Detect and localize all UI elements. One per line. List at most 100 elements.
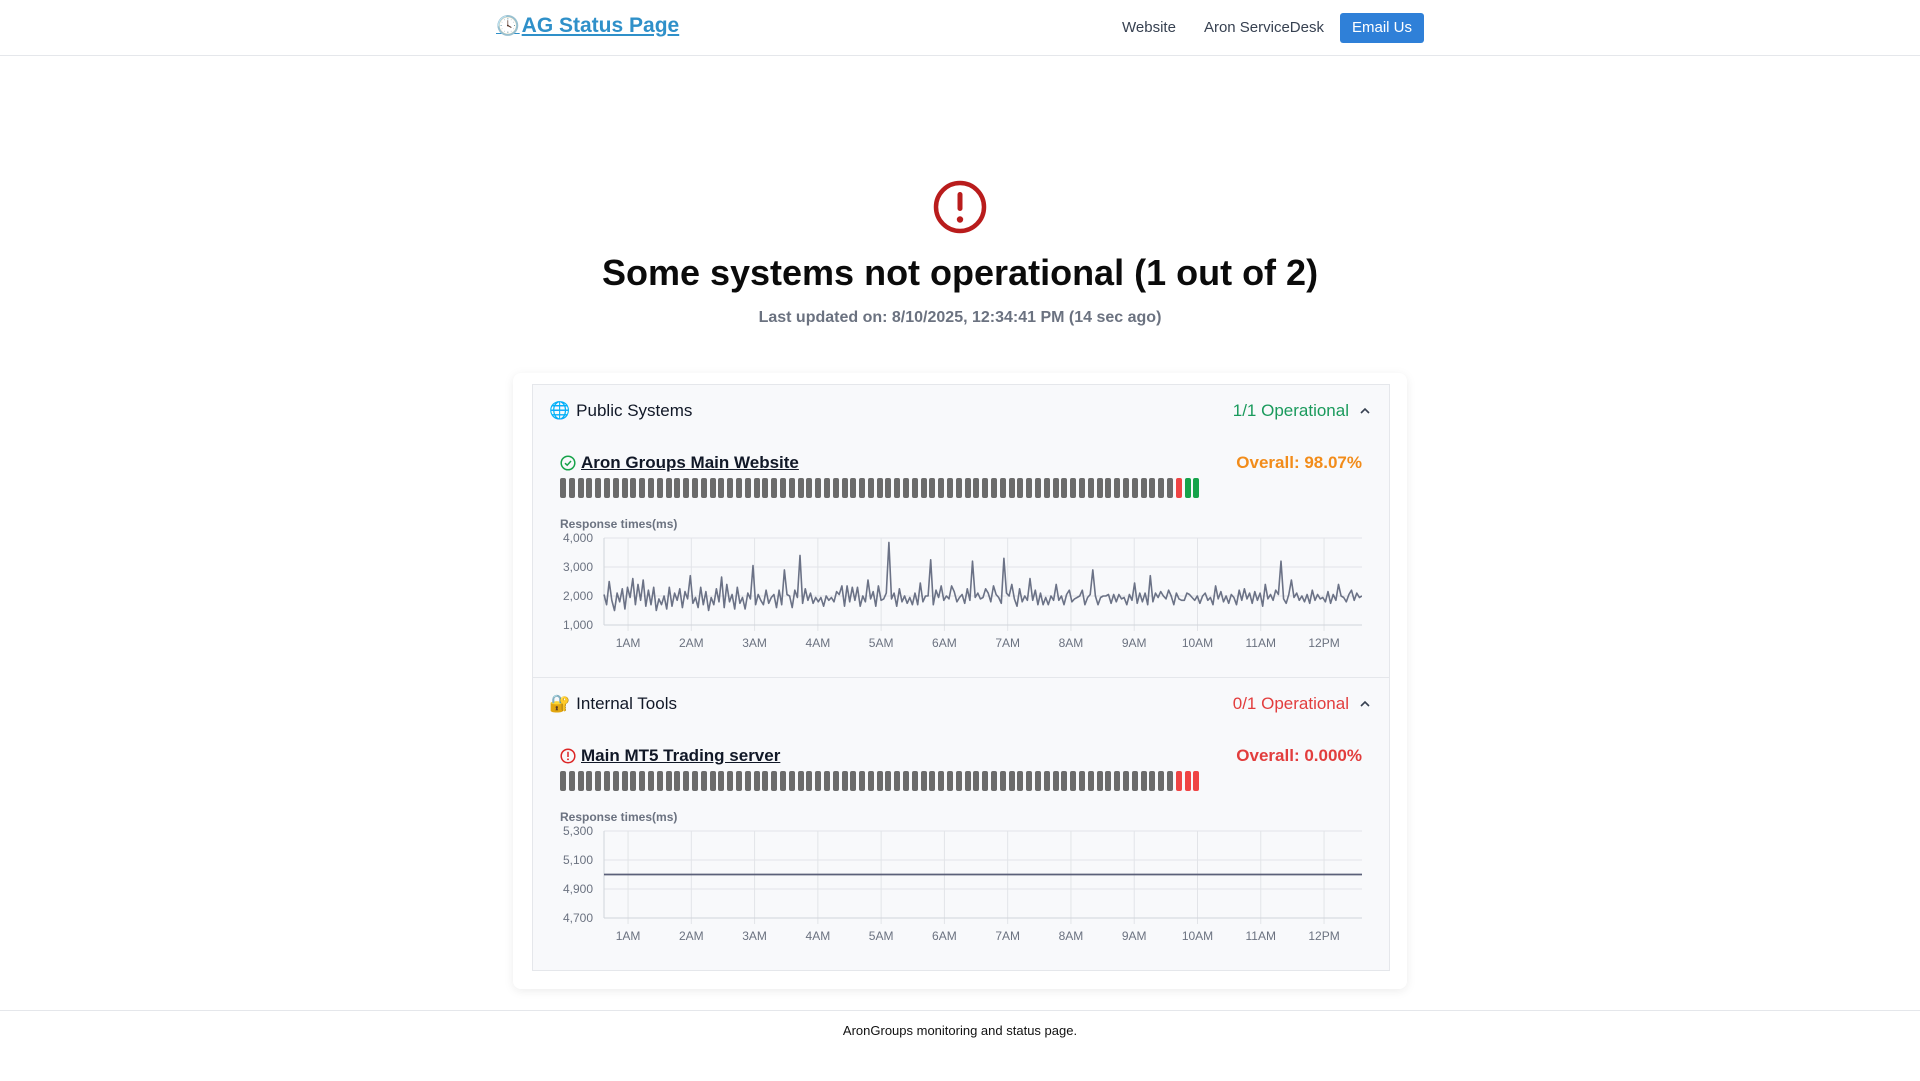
status-bar-unknown[interactable] [841,771,848,791]
status-bar-unknown[interactable] [929,478,936,498]
status-bar-unknown[interactable] [991,771,998,791]
status-bar-unknown[interactable] [920,478,927,498]
status-bar-unknown[interactable] [1140,771,1147,791]
status-bar-unknown[interactable] [885,478,892,498]
status-bar-unknown[interactable] [1114,771,1121,791]
email-us-button[interactable]: Email Us [1339,13,1424,43]
status-bar-unknown[interactable] [1043,478,1050,498]
status-bar-unknown[interactable] [973,771,980,791]
status-bar-unknown[interactable] [1123,771,1129,791]
status-bar-unknown[interactable] [595,478,602,498]
status-bar-unknown[interactable] [1096,771,1103,791]
status-bar-unknown[interactable] [560,771,566,791]
status-bar-unknown[interactable] [859,771,866,791]
status-bar-operational[interactable] [1184,478,1191,498]
status-bar-unknown[interactable] [806,771,813,791]
status-bar-unknown[interactable] [683,771,690,791]
status-bar-unknown[interactable] [577,478,584,498]
brand-link[interactable]: 🕓 AG Status Page [496,14,679,38]
status-bar-unknown[interactable] [762,478,769,498]
status-bar-degraded[interactable] [1193,771,1200,791]
status-bar-unknown[interactable] [903,478,910,498]
status-bar-unknown[interactable] [1070,771,1077,791]
status-bar-unknown[interactable] [841,478,848,498]
status-bar-unknown[interactable] [1017,478,1024,498]
status-bar-unknown[interactable] [744,478,751,498]
status-bar-unknown[interactable] [779,771,786,791]
status-bar-unknown[interactable] [832,478,839,498]
status-bar-unknown[interactable] [639,771,646,791]
service-name-link[interactable]: Aron Groups Main Website [581,453,799,472]
status-bar-unknown[interactable] [788,478,795,498]
status-bar-unknown[interactable] [577,771,584,791]
status-bar-unknown[interactable] [991,478,998,498]
status-bar-unknown[interactable] [920,771,927,791]
status-bar-unknown[interactable] [779,478,786,498]
status-bar-unknown[interactable] [656,771,663,791]
status-bar-unknown[interactable] [911,771,918,791]
status-bar-unknown[interactable] [999,478,1006,498]
status-bar-unknown[interactable] [674,771,681,791]
status-bar-unknown[interactable] [621,771,628,791]
status-bar-unknown[interactable] [788,771,795,791]
status-bar-unknown[interactable] [700,478,707,498]
status-bar-unknown[interactable] [586,478,593,498]
status-bar-unknown[interactable] [1114,478,1121,498]
status-bar-unknown[interactable] [744,771,751,791]
status-bar-unknown[interactable] [709,478,716,498]
status-bar-unknown[interactable] [876,478,883,498]
status-bar-unknown[interactable] [1017,771,1024,791]
status-bar-unknown[interactable] [709,771,716,791]
status-bar-unknown[interactable] [727,478,734,498]
status-bar-unknown[interactable] [1052,771,1059,791]
status-bar-unknown[interactable] [815,478,822,498]
status-bar-unknown[interactable] [947,478,954,498]
group-header[interactable]: 🌐 Public Systems 1/1 Operational [549,401,1371,423]
status-bar-unknown[interactable] [1087,478,1094,498]
status-bar-unknown[interactable] [612,478,619,498]
status-bar-unknown[interactable] [982,478,989,498]
status-bar-unknown[interactable] [656,478,663,498]
status-bar-degraded[interactable] [1184,771,1191,791]
status-bar-unknown[interactable] [982,771,989,791]
status-bar-unknown[interactable] [753,478,760,498]
status-bar-unknown[interactable] [1105,771,1112,791]
status-bar-unknown[interactable] [586,771,593,791]
status-bar-unknown[interactable] [691,771,698,791]
status-bar-unknown[interactable] [1149,771,1156,791]
status-bar-unknown[interactable] [876,771,883,791]
status-bar-unknown[interactable] [1166,478,1173,498]
status-bar-unknown[interactable] [859,478,866,498]
status-bar-unknown[interactable] [894,771,901,791]
status-bar-unknown[interactable] [595,771,602,791]
status-bar-unknown[interactable] [771,771,778,791]
status-bar-unknown[interactable] [973,478,980,498]
status-bar-unknown[interactable] [630,771,637,791]
status-bar-unknown[interactable] [647,478,654,498]
chevron-up-icon[interactable] [1359,698,1371,710]
status-bar-unknown[interactable] [612,771,619,791]
status-bar-unknown[interactable] [621,478,628,498]
status-bar-unknown[interactable] [911,478,918,498]
status-bar-unknown[interactable] [832,771,839,791]
status-bar-unknown[interactable] [955,771,962,791]
status-bar-unknown[interactable] [894,478,901,498]
status-bar-unknown[interactable] [1026,478,1033,498]
status-bar-unknown[interactable] [1140,478,1147,498]
status-bar-unknown[interactable] [568,478,575,498]
status-bar-unknown[interactable] [850,478,857,498]
status-bar-unknown[interactable] [929,771,936,791]
status-bar-unknown[interactable] [964,478,971,498]
status-bar-unknown[interactable] [938,771,945,791]
status-bar-unknown[interactable] [999,771,1006,791]
status-bar-unknown[interactable] [735,478,742,498]
chevron-up-icon[interactable] [1359,405,1371,417]
status-bar-unknown[interactable] [1052,478,1059,498]
status-bar-unknown[interactable] [850,771,857,791]
status-bar-unknown[interactable] [665,771,672,791]
status-bar-unknown[interactable] [947,771,954,791]
status-bar-unknown[interactable] [867,478,874,498]
status-bar-degraded[interactable] [1175,771,1182,791]
status-bar-unknown[interactable] [1026,771,1033,791]
status-bar-unknown[interactable] [568,771,575,791]
